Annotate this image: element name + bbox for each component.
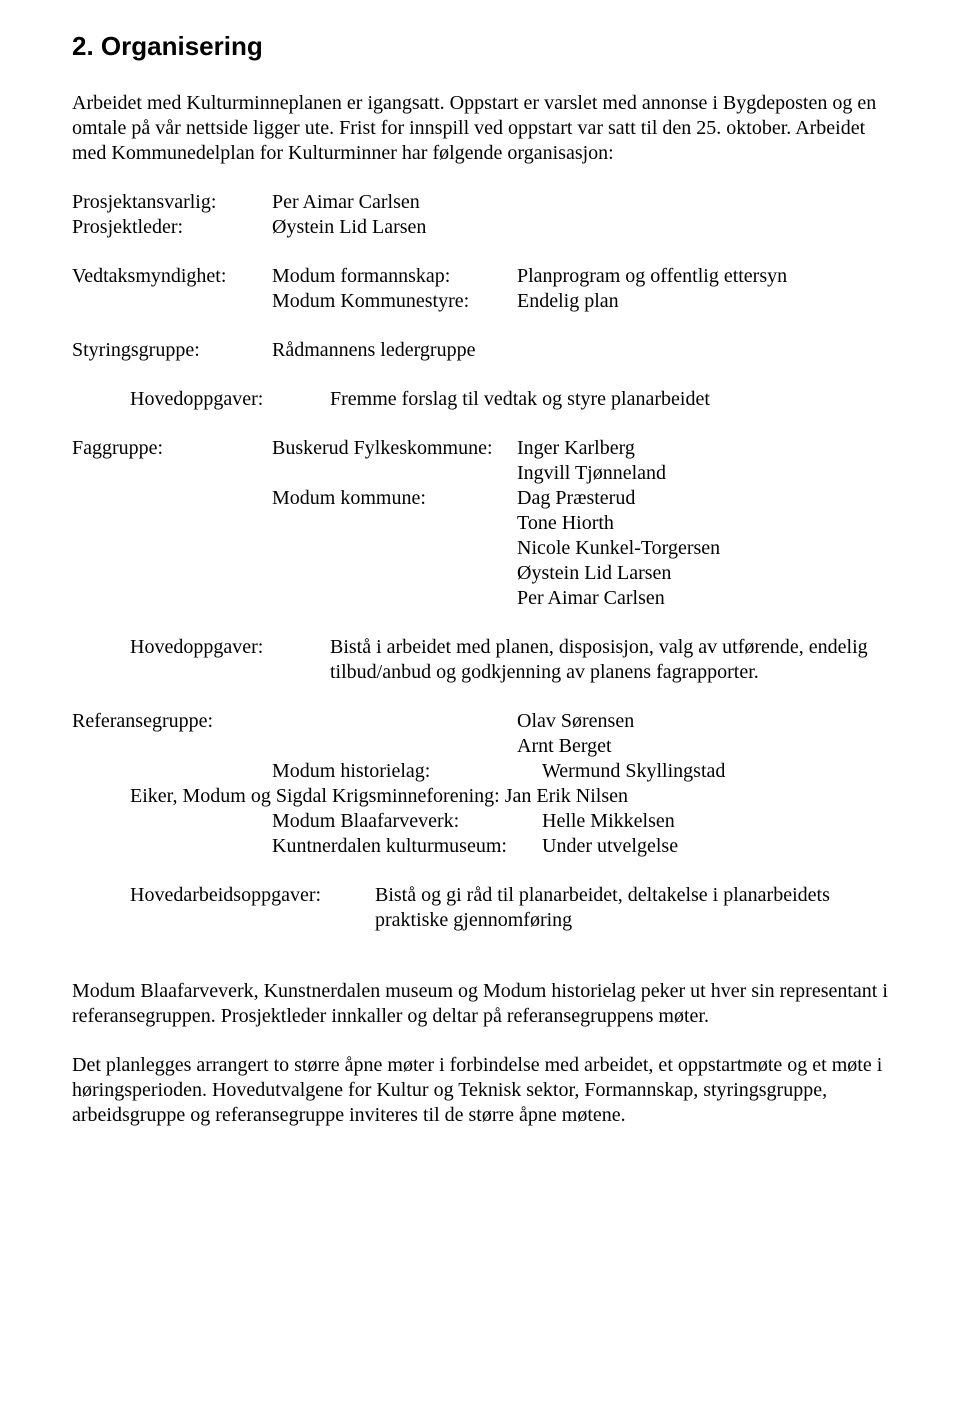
faggruppe-name: Per Aimar Carlsen	[517, 586, 888, 611]
outro-paragraph-1: Modum Blaafarveverk, Kunstnerdalen museu…	[72, 979, 888, 1029]
hovedoppgaver-2-value: Bistå i arbeidet med planen, disposisjon…	[330, 635, 888, 685]
ref-name-1: Olav Sørensen	[517, 709, 888, 734]
prosjektansvarlig-value: Per Aimar Carlsen	[272, 190, 888, 215]
ref-r1a: Modum historielag:	[272, 759, 542, 784]
faggruppe-r1b: Inger Karlberg	[517, 436, 888, 461]
ref-name-2: Arnt Berget	[517, 734, 888, 759]
styringsgruppe-label: Styringsgruppe:	[72, 338, 272, 363]
ref-r3a: Modum Blaafarveverk:	[272, 809, 542, 834]
intro-paragraph: Arbeidet med Kulturminneplanen er igangs…	[72, 91, 888, 166]
ref-r4b: Under utvelgelse	[542, 834, 888, 859]
referansegruppe-block: Referansegruppe: Olav Sørensen Arnt Berg…	[72, 709, 888, 859]
prosjektansvarlig-label: Prosjektansvarlig:	[72, 190, 272, 215]
vedtak-block: Vedtaksmyndighet: Modum formannskap: Pla…	[72, 264, 888, 314]
faggruppe-name: Øystein Lid Larsen	[517, 561, 888, 586]
styringsgruppe-value: Rådmannens ledergruppe	[272, 338, 888, 363]
section-heading: 2. Organisering	[72, 30, 888, 63]
hovedarbeidsoppgaver-label: Hovedarbeidsoppgaver:	[130, 883, 375, 933]
faggruppe-r1a: Buskerud Fylkeskommune:	[272, 436, 517, 461]
outro-paragraph-2: Det planlegges arrangert to større åpne …	[72, 1053, 888, 1128]
ref-r4a: Kuntnerdalen kulturmuseum:	[272, 834, 542, 859]
vedtak-label: Vedtaksmyndighet:	[72, 264, 272, 289]
hovedoppgaver-2-label: Hovedoppgaver:	[130, 635, 330, 685]
faggruppe-block: Faggruppe: Buskerud Fylkeskommune: Inger…	[72, 436, 888, 611]
referansegruppe-label: Referansegruppe:	[72, 709, 272, 734]
vedtak-r2b: Endelig plan	[517, 289, 888, 314]
vedtak-r1a: Modum formannskap:	[272, 264, 517, 289]
project-block: Prosjektansvarlig: Per Aimar Carlsen Pro…	[72, 190, 888, 240]
vedtak-r2a: Modum Kommunestyre:	[272, 289, 517, 314]
hovedoppgaver-1-block: Hovedoppgaver: Fremme forslag til vedtak…	[72, 387, 888, 412]
faggruppe-r1c: Ingvill Tjønneland	[517, 461, 888, 486]
faggruppe-r2a: Modum kommune:	[272, 486, 517, 511]
styringsgruppe-block: Styringsgruppe: Rådmannens ledergruppe	[72, 338, 888, 363]
faggruppe-r2b: Dag Præsterud	[517, 486, 888, 511]
hovedarbeidsoppgaver-block: Hovedarbeidsoppgaver: Bistå og gi råd ti…	[72, 883, 888, 933]
ref-r1b: Wermund Skyllingstad	[542, 759, 888, 784]
hovedoppgaver-2-block: Hovedoppgaver: Bistå i arbeidet med plan…	[72, 635, 888, 685]
faggruppe-name: Tone Hiorth	[517, 511, 888, 536]
faggruppe-label: Faggruppe:	[72, 436, 272, 461]
hovedoppgaver-1-label: Hovedoppgaver:	[130, 387, 330, 412]
hovedoppgaver-1-value: Fremme forslag til vedtak og styre plana…	[330, 387, 888, 412]
faggruppe-name: Nicole Kunkel-Torgersen	[517, 536, 888, 561]
ref-line2: Eiker, Modum og Sigdal Krigsminneforenin…	[130, 784, 888, 809]
prosjektleder-value: Øystein Lid Larsen	[272, 215, 888, 240]
hovedarbeidsoppgaver-value: Bistå og gi råd til planarbeidet, deltak…	[375, 883, 888, 933]
prosjektleder-label: Prosjektleder:	[72, 215, 272, 240]
vedtak-r1b: Planprogram og offentlig ettersyn	[517, 264, 888, 289]
ref-r3b: Helle Mikkelsen	[542, 809, 888, 834]
